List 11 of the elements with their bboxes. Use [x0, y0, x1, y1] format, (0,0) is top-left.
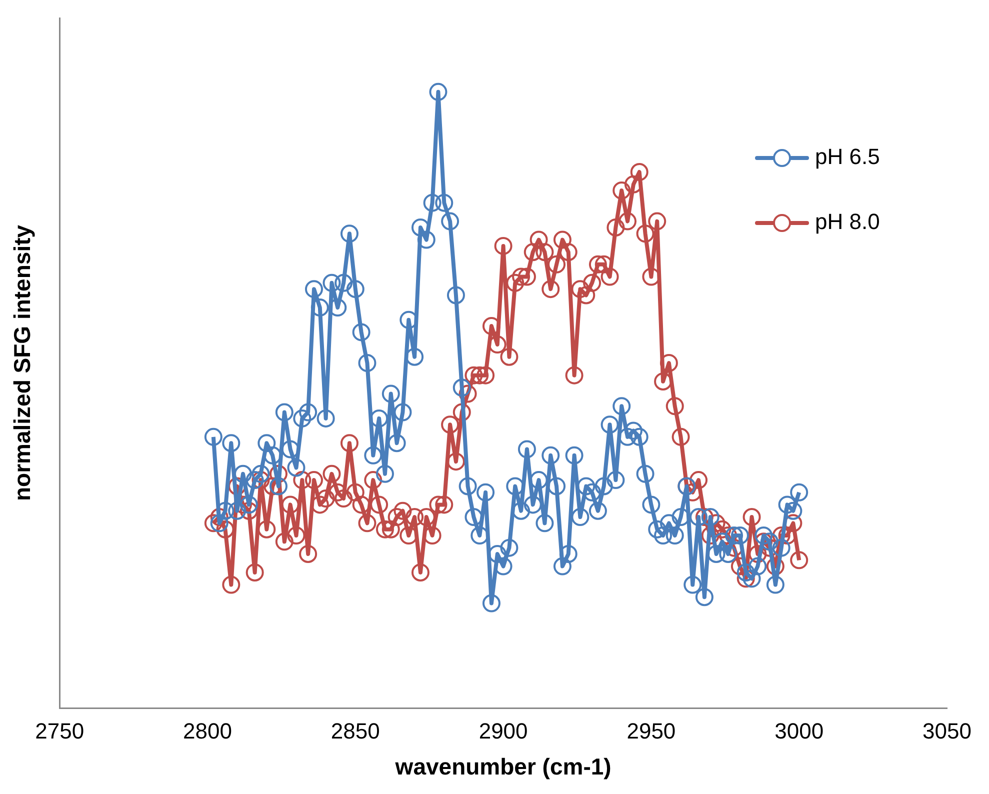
legend-label: pH 8.0: [815, 209, 880, 234]
x-tick-label: 2850: [330, 718, 380, 744]
y-axis-title: normalized SFG intensity: [9, 224, 36, 502]
x-tick-label: 2800: [183, 718, 232, 744]
x-tick-label: 2950: [626, 718, 676, 744]
x-axis-title: wavenumber (cm-1): [394, 754, 612, 780]
x-tick-label: 2900: [478, 718, 528, 744]
x-tick-label: 3000: [774, 718, 824, 744]
x-tick-label: 3050: [922, 718, 972, 744]
x-tick-label: 2750: [35, 718, 84, 744]
legend-label: pH 6.5: [815, 144, 880, 170]
